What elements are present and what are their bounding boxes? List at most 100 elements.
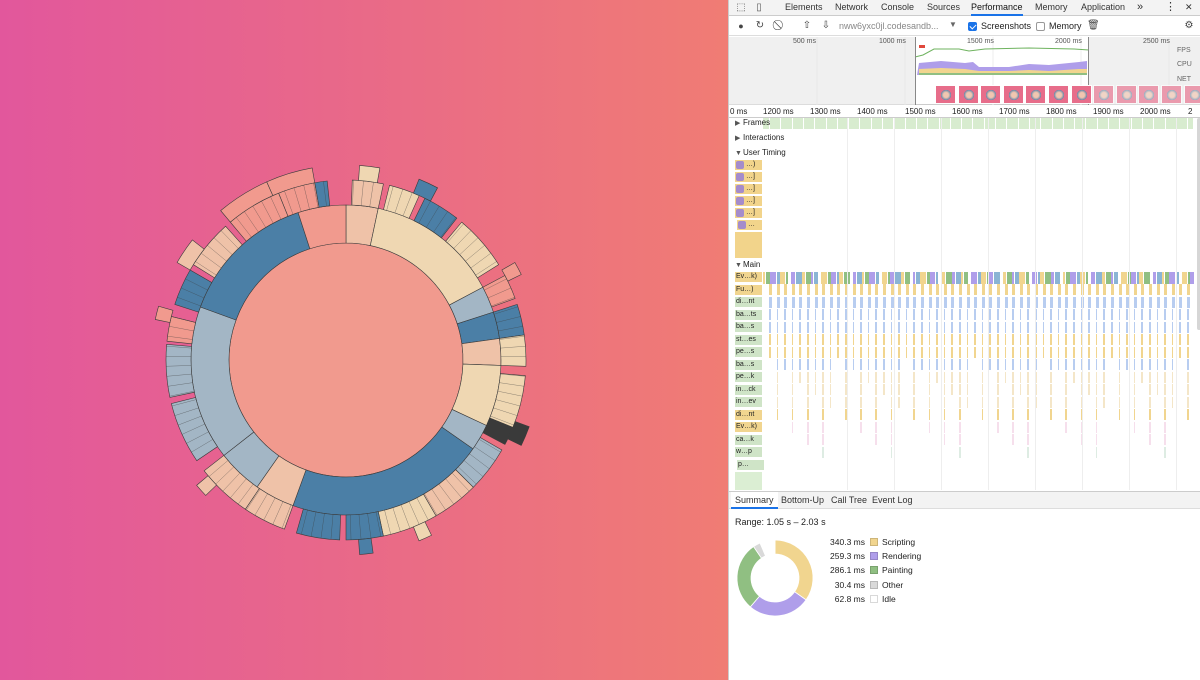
flame-bar[interactable] xyxy=(1065,321,1067,333)
flame-bar[interactable] xyxy=(860,384,862,395)
flame-bar[interactable] xyxy=(997,359,999,370)
flame-bar[interactable] xyxy=(807,409,809,420)
main-task-block[interactable] xyxy=(1037,272,1040,284)
main-task-block[interactable] xyxy=(795,272,802,284)
flame-bar[interactable] xyxy=(928,309,931,320)
flame-bar[interactable] xyxy=(913,371,915,383)
close-devtools-button[interactable]: ✕ xyxy=(1185,2,1193,12)
flame-bar[interactable] xyxy=(1095,421,1098,433)
flame-bar[interactable] xyxy=(829,396,832,408)
flame-bar[interactable] xyxy=(959,384,961,395)
flame-bar[interactable] xyxy=(1164,284,1168,295)
flame-bar[interactable] xyxy=(867,284,871,295)
flame-bar[interactable] xyxy=(1095,309,1098,320)
tab-performance[interactable]: Performance xyxy=(971,0,1023,16)
flame-bar[interactable] xyxy=(951,284,955,295)
flame-bar[interactable] xyxy=(807,359,809,370)
flame-bar[interactable] xyxy=(951,359,953,370)
main-task-block[interactable] xyxy=(1032,272,1037,284)
user-timing-section-header[interactable]: ▼User Timing xyxy=(735,148,786,157)
flame-bar[interactable] xyxy=(1004,334,1007,345)
flame-bar[interactable] xyxy=(822,296,826,308)
flame-bar[interactable] xyxy=(829,334,832,345)
interactions-section-header[interactable]: ▶ Interactions xyxy=(735,133,784,142)
flame-bar[interactable] xyxy=(1095,296,1099,308)
flame-bar[interactable] xyxy=(837,309,839,320)
flame-bar[interactable] xyxy=(837,321,839,333)
flame-bar[interactable] xyxy=(905,284,909,295)
main-task-block[interactable] xyxy=(894,272,901,284)
flame-bar[interactable] xyxy=(989,296,993,308)
flame-bar[interactable] xyxy=(989,334,991,345)
flame-bar[interactable] xyxy=(943,284,947,295)
flame-bar[interactable] xyxy=(951,346,953,358)
flame-bar[interactable] xyxy=(1095,321,1098,333)
flame-bar[interactable] xyxy=(1050,396,1052,408)
flame-bar[interactable] xyxy=(776,371,779,383)
flame-bar[interactable] xyxy=(943,346,946,358)
flame-bar[interactable] xyxy=(1065,284,1069,295)
flame-bar[interactable] xyxy=(860,371,862,383)
flame-bar[interactable] xyxy=(1118,346,1121,358)
main-task-block[interactable] xyxy=(926,272,930,284)
main-task-block[interactable] xyxy=(905,272,910,284)
flame-bar[interactable] xyxy=(799,359,801,370)
flame-bar[interactable] xyxy=(1171,359,1174,370)
main-task-block[interactable] xyxy=(869,272,876,284)
flame-bar[interactable] xyxy=(784,296,788,308)
flame-bar[interactable] xyxy=(845,359,847,370)
main-task-block[interactable] xyxy=(1051,272,1055,284)
flame-bar[interactable] xyxy=(997,409,999,420)
flame-bar[interactable] xyxy=(974,334,976,345)
flame-bar[interactable] xyxy=(1171,371,1174,383)
flame-bar[interactable] xyxy=(890,421,893,433)
flame-bar[interactable] xyxy=(845,296,848,308)
flame-bar[interactable] xyxy=(905,346,908,358)
tracks-scrollbar[interactable] xyxy=(1197,118,1200,330)
flame-bar[interactable] xyxy=(1065,309,1067,320)
flame-bar[interactable] xyxy=(981,346,984,358)
main-task-block[interactable] xyxy=(1040,272,1045,284)
flame-bar[interactable] xyxy=(921,346,923,358)
flame-bar[interactable] xyxy=(959,446,961,458)
flame-bar[interactable] xyxy=(1095,434,1098,445)
flame-bar[interactable] xyxy=(875,434,877,445)
screenshot-thumbnail[interactable] xyxy=(1025,85,1047,104)
main-task-block[interactable] xyxy=(887,272,890,284)
main-task-block[interactable] xyxy=(831,272,837,284)
main-task-block[interactable] xyxy=(1065,272,1070,284)
flame-bar[interactable] xyxy=(1118,296,1122,308)
screenshot-thumbnail[interactable] xyxy=(980,85,1002,104)
main-task-block[interactable] xyxy=(1187,272,1190,284)
flame-bar[interactable] xyxy=(1065,296,1069,308)
flame-bar[interactable] xyxy=(1118,384,1121,395)
main-task-block[interactable] xyxy=(981,272,987,284)
flame-bar[interactable] xyxy=(1171,321,1174,333)
flame-bar[interactable] xyxy=(1149,309,1151,320)
flame-bar[interactable] xyxy=(959,284,962,295)
screenshot-thumbnail[interactable] xyxy=(1048,85,1069,104)
load-profile-icon[interactable]: ⇧ xyxy=(802,20,812,31)
flame-bar[interactable] xyxy=(1171,396,1174,408)
flame-bar[interactable] xyxy=(1012,434,1014,445)
flame-bar[interactable] xyxy=(1088,384,1090,395)
flame-bar[interactable] xyxy=(867,359,870,370)
flame-bar[interactable] xyxy=(1156,334,1159,345)
flame-bar[interactable] xyxy=(1065,371,1067,383)
flame-bar[interactable] xyxy=(1179,334,1181,345)
flame-bar[interactable] xyxy=(1156,321,1159,333)
flame-bar[interactable] xyxy=(898,321,900,333)
flame-bar[interactable] xyxy=(898,384,900,395)
flame-bar[interactable] xyxy=(1080,321,1083,333)
flame-bar[interactable] xyxy=(1164,321,1166,333)
screenshot-thumbnail[interactable] xyxy=(1093,85,1115,104)
flame-bar[interactable] xyxy=(1012,384,1014,395)
flame-bar[interactable] xyxy=(1187,359,1189,370)
flame-bar[interactable] xyxy=(814,309,817,320)
flame-bar[interactable] xyxy=(791,296,795,308)
flame-bar[interactable] xyxy=(1179,296,1183,308)
flame-bar[interactable] xyxy=(1019,334,1022,345)
screenshot-thumbnail[interactable] xyxy=(1070,85,1092,104)
flame-bar[interactable] xyxy=(1164,446,1166,458)
tab-console[interactable]: Console xyxy=(881,2,915,12)
